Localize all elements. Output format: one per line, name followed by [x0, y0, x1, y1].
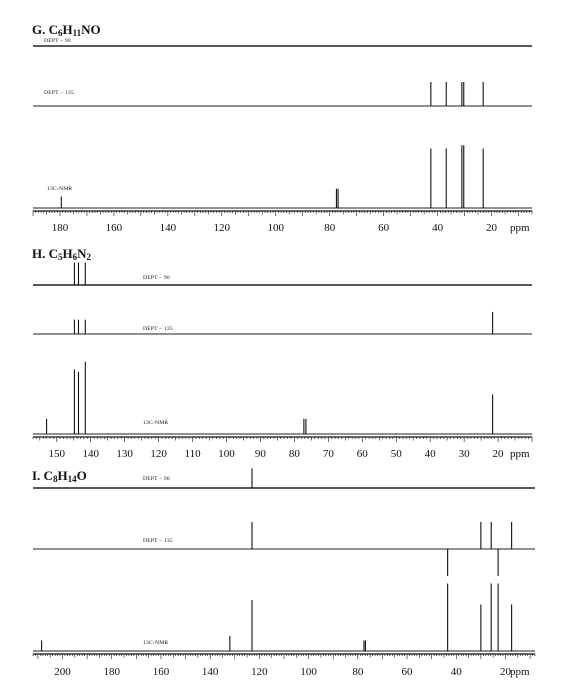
- unit-label: ppm: [510, 666, 530, 678]
- tick-label: 120: [251, 666, 268, 678]
- tick-label: 50: [391, 448, 403, 460]
- tick-label: 100: [218, 448, 235, 460]
- trace-label: DEPT – 135: [44, 90, 74, 96]
- tick-label: 90: [255, 448, 267, 460]
- tick-label: 200: [54, 666, 71, 678]
- tick-label: 120: [214, 222, 231, 234]
- tick-label: 100: [268, 222, 285, 234]
- trace-label: 13C-NMR: [47, 186, 72, 192]
- tick-label: 40: [451, 666, 463, 678]
- trace-dept-90: DEPT – 90: [33, 38, 532, 47]
- tick-label: 130: [116, 448, 133, 460]
- trace-label: DEPT – 90: [143, 476, 170, 482]
- tick-label: 80: [324, 222, 336, 234]
- tick-label: 20: [500, 666, 512, 678]
- tick-label: 60: [357, 448, 369, 460]
- tick-label: 80: [289, 448, 301, 460]
- tick-label: 140: [202, 666, 219, 678]
- panel-heading: I. C8H14O: [32, 468, 87, 484]
- tick-label: 60: [378, 222, 390, 234]
- trace-dept-135: DEPT – 135: [33, 311, 532, 335]
- tick-label: 100: [300, 666, 317, 678]
- tick-label: 40: [432, 222, 444, 234]
- trace-dept-135: DEPT – 135: [33, 522, 535, 576]
- tick-label: 160: [153, 666, 170, 678]
- trace-dept-90: DEPT – 90: [33, 468, 535, 489]
- tick-label: 60: [402, 666, 414, 678]
- trace-c13-nmr: 13C-NMR: [33, 145, 532, 209]
- trace-c13-nmr: 13C-NMR: [33, 361, 532, 435]
- panel-heading: G. C6H11NO: [32, 22, 101, 38]
- trace-label: DEPT – 135: [143, 326, 173, 332]
- panel-heading: H. C5H6N2: [32, 246, 92, 262]
- tick-label: 20: [493, 448, 505, 460]
- trace-c13-nmr: 13C-NMR: [33, 583, 535, 652]
- tick-label: 180: [103, 666, 120, 678]
- trace-label: 13C-NMR: [143, 640, 168, 646]
- trace-label: 13C-NMR: [143, 420, 168, 426]
- tick-label: 70: [323, 448, 335, 460]
- trace-dept-135: DEPT – 135: [33, 82, 532, 107]
- tick-label: 20: [486, 222, 498, 234]
- tick-label: 120: [150, 448, 167, 460]
- ppm-axis: 200 180 160 140 120 100 80 60 40 20 ppm: [32, 653, 536, 678]
- tick-label: 40: [425, 448, 437, 460]
- trace-label: DEPT – 135: [143, 538, 173, 544]
- tick-label: 180: [52, 222, 69, 234]
- tick-label: 140: [160, 222, 177, 234]
- tick-label: 160: [106, 222, 123, 234]
- trace-label: DEPT – 90: [44, 38, 71, 44]
- unit-label: ppm: [510, 448, 530, 460]
- unit-label: ppm: [510, 222, 530, 234]
- trace-label: DEPT – 90: [143, 275, 170, 281]
- ppm-axis: 150 140 130 120 110 100 90 80 70 60 50 40 30 20 ppm: [32, 436, 533, 460]
- spectrum-panel-h: H. C5H6N2 DEPT – 90 DEPT – 135 13C-NMR 150 14…: [32, 246, 533, 460]
- tick-label: 30: [459, 448, 471, 460]
- spectrum-panel-i: I. C8H14O DEPT – 90 DEPT – 135 13C-NMR 200 18…: [32, 468, 536, 678]
- ppm-axis: 180 160 140 120 100 80 60 40 20 ppm: [32, 210, 533, 234]
- tick-label: 110: [184, 448, 201, 460]
- tick-label: 140: [82, 448, 99, 460]
- trace-dept-90: DEPT – 90: [33, 262, 532, 286]
- tick-label: 150: [49, 448, 66, 460]
- tick-label: 80: [352, 666, 364, 678]
